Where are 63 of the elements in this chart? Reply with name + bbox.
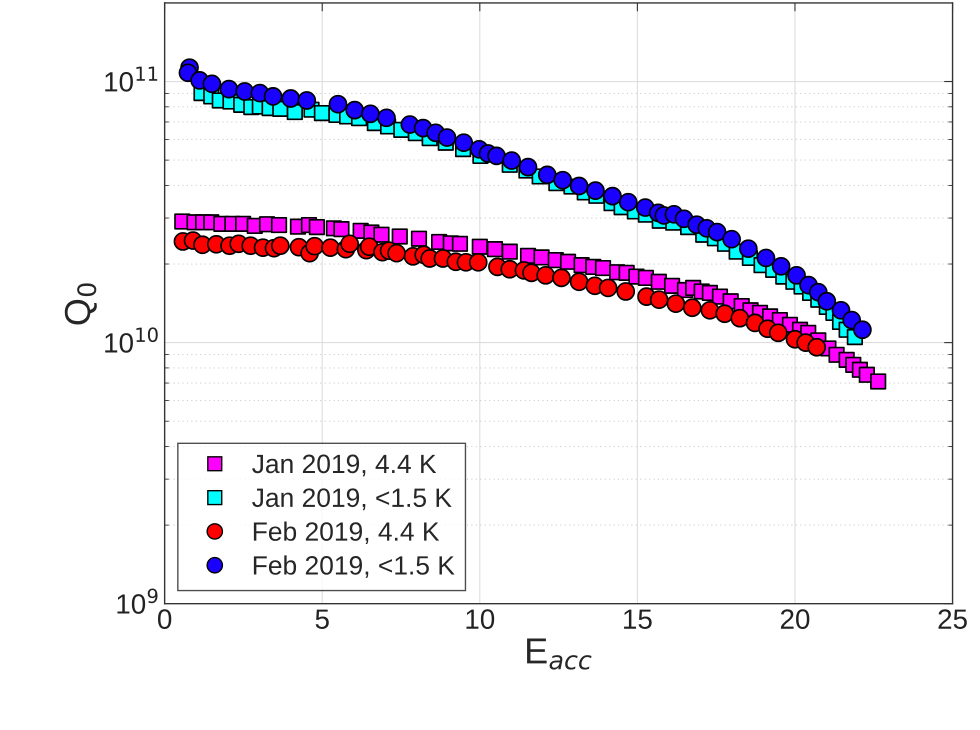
- point: [598, 278, 618, 298]
- y-tick-label: 10$^{9}$: [117, 588, 158, 614]
- y-tick-label: 10$^{11}$: [105, 66, 158, 92]
- point: [202, 74, 222, 94]
- point: [235, 82, 254, 101]
- point: [377, 108, 396, 128]
- point: [468, 252, 488, 272]
- point: [603, 186, 622, 206]
- x-tick-label: 20: [780, 609, 810, 629]
- point: [618, 192, 638, 212]
- point: [328, 94, 348, 114]
- point: [738, 239, 758, 258]
- point: [387, 244, 406, 263]
- y-tick-label: 10$^{10}$: [105, 327, 158, 353]
- point: [361, 104, 380, 124]
- x-tick-label: 0: [158, 609, 172, 629]
- legend-label: Jan 2019, 4.4 K: [252, 454, 436, 476]
- point: [768, 324, 788, 342]
- point: [220, 80, 238, 98]
- y-axis-title: Q$_{0}$: [64, 283, 97, 325]
- point: [321, 238, 340, 258]
- x-tick-label: 15: [624, 610, 652, 629]
- point: [708, 222, 726, 242]
- point: [264, 87, 282, 106]
- point: [538, 166, 557, 184]
- point: [340, 234, 359, 254]
- point: [297, 91, 316, 110]
- point: [700, 300, 720, 320]
- x-tick-label: 25: [938, 609, 967, 629]
- point: [715, 304, 734, 324]
- point: [570, 272, 588, 292]
- point: [722, 230, 741, 249]
- legend-label: Jan 2019, <1.5 K: [252, 488, 452, 510]
- x-tick-label: 10: [466, 609, 494, 629]
- point: [502, 151, 521, 170]
- point: [756, 248, 776, 268]
- point: [536, 266, 556, 285]
- point: [487, 146, 506, 166]
- point: [438, 128, 456, 147]
- legend-label: Feb 2019, 4.4 K: [254, 522, 440, 544]
- point: [807, 338, 826, 357]
- point: [730, 308, 750, 328]
- point: [817, 292, 836, 311]
- point: [305, 236, 324, 256]
- point: [552, 268, 571, 288]
- x-axis-title: E$_{acc}$: [527, 638, 592, 670]
- point: [570, 176, 588, 196]
- point: [586, 181, 605, 200]
- point: [650, 290, 668, 310]
- x-tick-label: 5: [316, 610, 329, 629]
- point: [787, 266, 806, 285]
- point: [345, 100, 364, 120]
- point: [772, 256, 790, 276]
- point: [853, 320, 872, 340]
- point: [270, 236, 290, 256]
- point: [281, 89, 300, 108]
- point: [682, 298, 702, 318]
- point: [666, 294, 686, 313]
- legend-label: Feb 2019, <1.5 K: [254, 555, 455, 578]
- point: [454, 133, 474, 152]
- point: [553, 170, 572, 190]
- point: [518, 158, 538, 176]
- point: [616, 282, 636, 301]
